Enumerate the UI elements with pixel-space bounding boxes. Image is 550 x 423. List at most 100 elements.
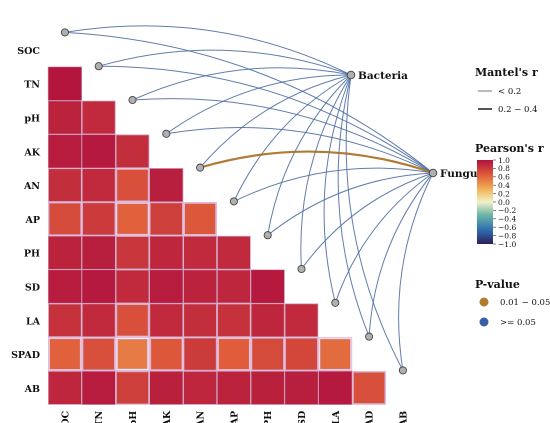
row-label-ph: pH [24,114,40,125]
link-bacteria-tn [98,49,352,76]
row-label-ab: AB [24,384,40,395]
cell-ak-soc [47,134,82,169]
cell-ap-tn [82,202,116,236]
col-label-sd: SD [297,411,308,423]
row-label-ph: PH [24,249,40,260]
legend-pearson: Pearson's r 1.00.80.60.40.20.0−0.2−0.4−0… [475,142,544,249]
cell-sd-an [183,269,217,304]
legend-pvalue-item-1: >= 0.05 [500,318,536,328]
node-la [331,298,340,307]
cell-ap-ak [150,202,183,236]
col-label-soc: SOC [60,410,71,423]
cell-ak-ph [115,134,150,168]
node-ak [162,129,171,138]
col-label-ph: PH [263,411,274,423]
cell-sd-soc [47,269,82,304]
cell-ph-soc [48,235,82,270]
legend-pvalue-item-0: 0.01 − 0.05 [500,298,550,308]
cell-ph-ak [149,235,184,270]
legend-pearson-tick-6: −0.2 [498,206,516,215]
cell-sd-ap [217,269,251,304]
cell-la-ap [217,303,251,337]
legend-pvalue: P-value 0.01 − 0.05 >= 0.05 [475,278,550,328]
col-label-ab: AB [398,411,409,423]
link-fungus-ph [267,172,434,236]
cell-la-sd [284,303,319,337]
node-ab [398,366,407,375]
legend-mantel-title: Mantel's r [475,66,538,79]
diagonal-nodes [60,28,407,375]
col-label-ph: pH [128,411,139,423]
row-label-ap: AP [24,215,40,226]
legend-pearson-title: Pearson's r [475,142,544,155]
cell-ab-ph [116,371,149,405]
cell-ab-ph [250,371,285,405]
legend-pearson-tick-0: 1.0 [498,156,510,165]
cell-ab-an [183,371,217,405]
cell-sd-ak [149,269,184,304]
link-fungus-ph [132,98,434,174]
cell-spad-tn [82,338,115,370]
cell-la-ph [250,303,285,338]
cell-la-an [183,303,217,337]
link-bacteria-ak [166,74,352,135]
cell-ab-tn [81,370,116,405]
cell-spad-sd [285,338,318,371]
legend-pearson-tick-9: −0.8 [498,231,516,240]
cell-la-tn [82,303,116,337]
mantel-links [64,25,434,371]
cell-sd-tn [81,269,116,304]
cell-an-ph [116,169,149,201]
link-bacteria-soc [64,25,352,76]
cell-la-soc [48,303,82,337]
cell-ph-ph [116,236,149,270]
legend-pearson-tick-2: 0.6 [498,173,510,182]
source-label-bacteria: Bacteria [358,70,408,82]
row-label-an: AN [23,181,40,192]
source-label-fungus: Fungus [440,168,484,180]
legend-pearson-tick-4: 0.2 [498,189,510,198]
legend-pearson-tick-8: −0.6 [498,223,516,232]
col-label-an: AN [196,410,207,423]
cell-an-tn [82,168,116,202]
source-node-fungus [428,168,438,178]
cell-sd-ph [115,269,150,304]
node-an [196,163,205,172]
heatmap-cells [47,66,387,405]
source-node-bacteria [346,70,356,80]
link-fungus-ab [398,172,434,371]
cell-la-ak [149,303,183,337]
cell-ph-tn [81,235,116,270]
link-fungus-ap [233,167,434,202]
cell-an-ak [149,168,184,203]
col-label-spad: SPAD [365,411,376,423]
cell-spad-la [319,338,351,370]
link-fungus-la [334,172,434,303]
cell-ab-ak [149,371,184,405]
cell-la-ph [116,304,149,337]
link-bacteria-ph [267,74,352,236]
cell-ak-tn [81,134,116,169]
source-nodes: Bacteria Fungus [346,70,484,180]
link-bacteria-la [323,74,352,303]
link-fungus-spad [368,172,434,337]
row-label-sd: SD [25,283,40,294]
row-labels: SOC TN pH AK AN AP PH SD LA SPAD AB [11,46,41,395]
col-label-ap: AP [229,411,240,423]
cell-ap-an [184,203,216,235]
link-bacteria-an [199,74,352,168]
legend-pearson-tick-1: 0.8 [498,164,510,173]
link-fungus-an [199,150,434,175]
link-bacteria-sd [300,74,352,270]
cell-sd-ph [250,269,285,304]
row-label-la: LA [26,316,41,327]
node-ph [263,231,272,240]
cell-spad-an [183,337,217,371]
legend-pvalue-title: P-value [475,278,520,291]
cell-spad-ph [251,338,284,371]
column-labels: SOC TN pH AK AN AP PH SD LA SPAD AB [60,410,409,423]
col-label-ak: AK [162,410,173,423]
legend-pearson-tick-10: −1.0 [498,240,516,249]
row-label-spad: SPAD [11,350,40,361]
